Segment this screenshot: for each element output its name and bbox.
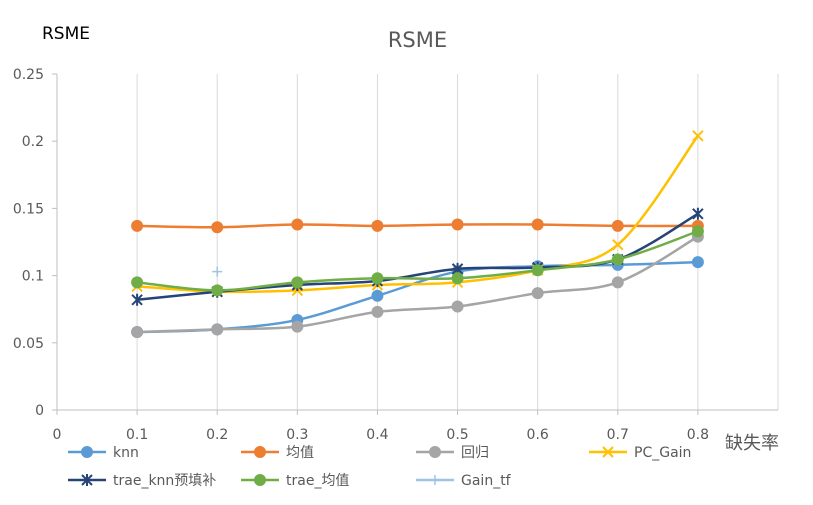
legend-marker xyxy=(81,446,93,458)
x-tick-label: 0.6 xyxy=(527,427,549,443)
x-tick-label: 0.3 xyxy=(286,427,308,443)
series-2-point xyxy=(291,320,304,333)
y-tick-label: 0.05 xyxy=(13,336,44,352)
series-1-point xyxy=(211,221,224,234)
legend-label: knn xyxy=(113,445,139,461)
series-0-point xyxy=(691,256,704,269)
series-6-point xyxy=(212,266,223,277)
series-1-line xyxy=(137,223,698,229)
y-tick-label: 0 xyxy=(35,403,44,419)
series-5-point xyxy=(371,272,384,285)
legend-marker xyxy=(602,446,614,458)
x-tick-label: 0.2 xyxy=(206,427,228,443)
y-tick-label: 0.2 xyxy=(22,134,44,150)
chart-title: RSME xyxy=(388,28,447,52)
legend-label: Gain_tf xyxy=(461,473,512,489)
series-4-point xyxy=(692,207,704,220)
legend-marker xyxy=(81,474,93,486)
series-1-point xyxy=(451,218,464,231)
x-tick-label: 0.1 xyxy=(126,427,148,443)
series-1-point xyxy=(131,219,144,232)
y-tick-label: 0.1 xyxy=(22,269,44,285)
series-3-point xyxy=(612,238,624,251)
legend-marker xyxy=(254,446,266,458)
series-4-point xyxy=(131,293,143,306)
series-2-point xyxy=(531,287,544,300)
series-1-point xyxy=(371,219,384,232)
series-2-point xyxy=(371,305,384,318)
series-5-point xyxy=(611,253,624,266)
x-tick-label: 0.8 xyxy=(687,427,709,443)
legend-label: trae_knn预填补 xyxy=(113,473,216,489)
series-5-point xyxy=(131,276,144,289)
series-0-point xyxy=(371,289,384,302)
series-2-point xyxy=(131,326,144,339)
legend-label: PC_Gain xyxy=(634,445,691,461)
series-5-point xyxy=(451,272,464,285)
y-tick-label: 0.25 xyxy=(13,67,44,83)
x-axis-label: 缺失率 xyxy=(725,433,779,454)
x-tick-label: 0 xyxy=(53,427,62,443)
legend-label: 回归 xyxy=(461,444,489,461)
legend-label: 均值 xyxy=(286,445,314,461)
corner-label: RSME xyxy=(42,24,91,44)
x-tick-label: 0.5 xyxy=(446,427,468,443)
series-2-point xyxy=(611,276,624,289)
series-1-point xyxy=(611,219,624,232)
legend-marker xyxy=(254,474,266,486)
series-5-point xyxy=(291,276,304,289)
series-5-point xyxy=(211,284,224,297)
y-tick-label: 0.15 xyxy=(13,201,44,217)
series-1-point xyxy=(531,218,544,231)
series-5-point xyxy=(691,225,704,238)
legend-label: trae_均值 xyxy=(286,473,349,489)
series-2-point xyxy=(451,300,464,313)
legend-marker xyxy=(430,475,440,485)
series-5-point xyxy=(531,264,544,277)
legend-marker xyxy=(429,446,441,458)
x-tick-label: 0.7 xyxy=(607,427,629,443)
x-tick-label: 0.4 xyxy=(366,427,388,443)
series-2-point xyxy=(211,323,224,336)
series-1-point xyxy=(291,218,304,231)
series-3-point xyxy=(692,130,704,142)
